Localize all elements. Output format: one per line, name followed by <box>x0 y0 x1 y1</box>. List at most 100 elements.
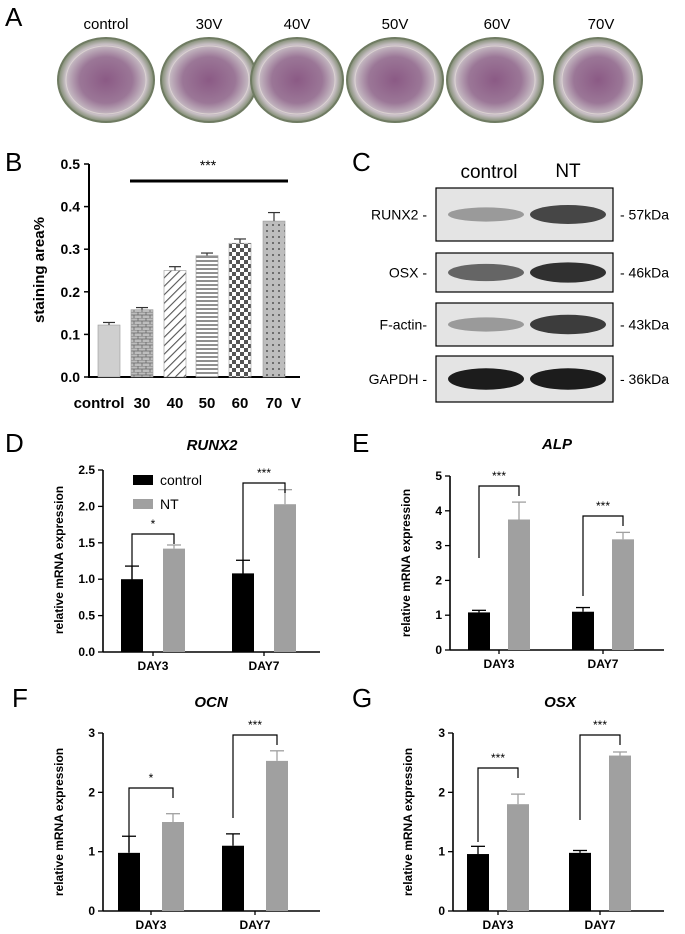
b-bar-0 <box>97 324 121 378</box>
f-sig-label-1: *** <box>248 718 262 732</box>
c-size-label-2: - 43kDa <box>620 317 669 333</box>
g-bar-1-0 <box>507 804 529 911</box>
dish-rim-1 <box>168 45 250 115</box>
dish-label-30v: 30V <box>195 16 223 33</box>
c-size-label-3: - 36kDa <box>620 371 669 387</box>
e-sig-label-0: *** <box>492 469 506 483</box>
d-sig-label-0: * <box>151 517 156 531</box>
b-xtick-label-3: 50 <box>199 395 216 412</box>
e-sig-bracket-0 <box>478 485 520 558</box>
d-legend-label-1: NT <box>160 496 179 512</box>
c-protein-label-3: GAPDH - <box>369 371 428 387</box>
b-ytick-label-2: 0.2 <box>61 284 81 300</box>
d-ytick-label-5: 2.5 <box>78 463 95 477</box>
d-ytick-label-2: 1.0 <box>78 572 95 586</box>
d-xtick-label-1: DAY7 <box>249 659 280 673</box>
d-ytick-label-1: 0.5 <box>78 609 95 623</box>
c-band-0-0 <box>448 207 524 222</box>
e-ytick-label-0: 0 <box>435 643 442 657</box>
e-bar-1-0 <box>508 519 530 650</box>
dish-4 <box>446 37 544 123</box>
dish-label-50v: 50V <box>381 16 409 33</box>
dish-images <box>57 37 643 123</box>
c-band-3-1 <box>530 368 606 390</box>
f-ylabel: relative mRNA expression <box>52 748 66 896</box>
c-size-label-1: - 46kDa <box>620 265 669 281</box>
b-bar-4 <box>228 242 252 378</box>
chart-f-ocn: 0 1 2 3 OCN relative mRNA expression DAY3 * DAY7… <box>52 694 320 932</box>
f-bar-1-1 <box>266 760 288 911</box>
e-bar-0-1 <box>572 611 594 650</box>
e-title: ALP <box>541 436 573 453</box>
b-ytick-label-0: 0.0 <box>61 369 81 385</box>
d-bar-0-0 <box>121 579 143 652</box>
d-legend-label-0: control <box>160 472 202 488</box>
c-protein-label-0: RUNX2 - <box>371 207 427 223</box>
g-bar-0-0 <box>467 854 489 911</box>
b-ytick-label-5: 0.5 <box>61 156 81 172</box>
f-ytick-label-3: 3 <box>88 726 95 740</box>
dish-rim-5 <box>561 45 635 115</box>
e-ytick-label-3: 3 <box>435 539 442 553</box>
c-band-0-1 <box>530 205 606 224</box>
g-title: OSX <box>544 694 577 711</box>
d-ylabel: relative mRNA expression <box>52 486 66 634</box>
e-ytick-label-5: 5 <box>435 469 442 483</box>
g-sig-label-1: *** <box>593 718 607 732</box>
b-xtick-label-0: control <box>74 395 125 412</box>
d-bar-0-1 <box>232 573 254 652</box>
g-ytick-label-0: 0 <box>438 904 445 918</box>
b-xtick-label-1: 30 <box>134 395 151 412</box>
e-ytick-label-1: 1 <box>435 608 442 622</box>
panel-letter-f: F <box>12 683 28 713</box>
b-ytick-label-3: 0.3 <box>61 241 81 257</box>
panel-letter-d: D <box>5 428 24 458</box>
chart-b-staining-area: 0.0 0.1 0.2 0.3 0.4 0.5 staining area% control 3… <box>31 156 301 412</box>
g-ytick-label-3: 3 <box>438 726 445 740</box>
d-ytick-label-3: 1.5 <box>78 536 95 550</box>
dish-rim-0 <box>65 45 147 115</box>
b-x-unit: V <box>291 395 301 412</box>
g-xtick-label-0: DAY3 <box>483 918 514 932</box>
dish-rim-2 <box>258 45 336 115</box>
b-ytick-label-4: 0.4 <box>61 199 81 215</box>
f-sig-bracket-1 <box>232 734 278 818</box>
dish-3 <box>346 37 444 123</box>
e-ytick-label-2: 2 <box>435 573 442 587</box>
dish-0 <box>57 37 155 123</box>
c-band-3-0 <box>448 368 524 390</box>
f-xtick-label-1: DAY7 <box>240 918 271 932</box>
dish-label-70v: 70V <box>587 16 615 33</box>
d-ytick-label-0: 0.0 <box>78 645 95 659</box>
g-ytick-label-2: 2 <box>438 785 445 799</box>
c-size-label-0: - 57kDa <box>620 207 669 223</box>
f-xtick-label-0: DAY3 <box>136 918 167 932</box>
g-bar-0-1 <box>569 852 591 911</box>
e-bar-0-0 <box>468 612 490 650</box>
d-title: RUNX2 <box>187 437 239 454</box>
b-bar-3 <box>195 255 219 378</box>
panel-letter-b: B <box>5 147 23 177</box>
chart-g-osx: 0 1 2 3 OSX relative mRNA expression DAY3 *** DA… <box>401 694 664 932</box>
f-title: OCN <box>194 694 229 711</box>
c-band-1-0 <box>448 263 524 282</box>
b-ytick-label-1: 0.1 <box>61 326 81 342</box>
b-ylabel: staining area% <box>31 217 48 323</box>
d-xtick-label-0: DAY3 <box>138 659 169 673</box>
d-legend-swatch-0 <box>133 475 153 485</box>
f-bar-1-0 <box>162 822 184 911</box>
c-band-2-0 <box>448 317 524 332</box>
panel-letter-g: G <box>352 683 373 713</box>
g-sig-bracket-1 <box>579 734 621 820</box>
b-xtick-label-4: 60 <box>232 395 249 412</box>
c-header-nt: NT <box>555 161 581 182</box>
dish-rim-3 <box>354 45 436 115</box>
b-xtick-label-2: 40 <box>167 395 184 412</box>
c-protein-label-1: OSX - <box>389 265 427 281</box>
c-band-2-1 <box>530 314 606 335</box>
e-ytick-label-4: 4 <box>435 504 442 518</box>
western-blot-c: control NT RUNX2 - - 57kDa OSX - - 46kDa F-act… <box>369 161 669 403</box>
d-legend-swatch-1 <box>133 499 153 509</box>
f-sig-bracket-0 <box>128 787 174 852</box>
